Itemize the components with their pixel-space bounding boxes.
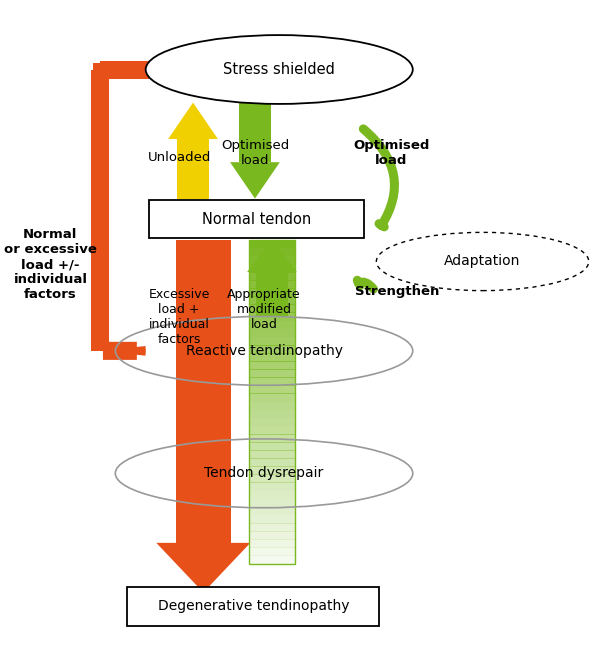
Bar <box>249 539 295 548</box>
Bar <box>249 377 295 386</box>
Bar <box>127 587 379 626</box>
Bar <box>177 139 209 199</box>
Polygon shape <box>168 103 218 139</box>
Bar <box>249 426 295 434</box>
Text: Unloaded: Unloaded <box>148 151 211 164</box>
Bar <box>249 280 295 289</box>
Polygon shape <box>230 162 280 199</box>
Bar <box>249 515 295 524</box>
Bar <box>249 506 295 516</box>
Bar <box>249 312 295 321</box>
Bar <box>249 345 295 354</box>
Bar <box>249 418 295 426</box>
Ellipse shape <box>376 232 589 291</box>
Text: Appropriate
modified
load: Appropriate modified load <box>227 288 301 331</box>
Bar <box>239 103 271 162</box>
Bar <box>249 361 295 370</box>
Text: Normal
or excessive
load +/-
individual
factors: Normal or excessive load +/- individual … <box>4 228 97 301</box>
Bar <box>249 240 295 564</box>
Bar <box>249 337 295 346</box>
Bar <box>249 555 295 564</box>
Bar <box>249 498 295 507</box>
Text: Stress shielded: Stress shielded <box>223 62 335 77</box>
Ellipse shape <box>146 35 413 104</box>
Text: Normal tendon: Normal tendon <box>202 212 311 226</box>
Bar <box>249 240 295 248</box>
Bar <box>249 483 295 491</box>
Bar <box>249 305 295 313</box>
Bar <box>249 264 295 273</box>
Bar <box>249 297 295 305</box>
Polygon shape <box>247 240 297 272</box>
Bar <box>249 523 295 532</box>
Bar <box>249 531 295 540</box>
Text: Reactive tendinopathy: Reactive tendinopathy <box>186 344 342 358</box>
Bar <box>176 240 231 543</box>
Text: Adaptation: Adaptation <box>444 254 521 269</box>
Bar <box>149 200 364 238</box>
Bar <box>249 393 295 402</box>
Bar <box>249 458 295 467</box>
Bar <box>249 256 295 265</box>
Bar <box>249 475 295 483</box>
Bar <box>249 434 295 443</box>
Text: Degenerative tendinopathy: Degenerative tendinopathy <box>158 599 349 614</box>
Text: Optimised
load: Optimised load <box>221 139 289 167</box>
Bar <box>249 547 295 556</box>
Bar <box>249 385 295 394</box>
Bar <box>249 320 295 329</box>
Bar <box>256 272 288 316</box>
Bar <box>249 450 295 459</box>
Bar <box>249 410 295 418</box>
Bar <box>249 491 295 499</box>
Bar <box>249 401 295 410</box>
Text: Excessive
load +
individual
factors: Excessive load + individual factors <box>148 288 210 346</box>
Text: Strengthen: Strengthen <box>355 285 440 298</box>
Bar <box>249 272 295 281</box>
Text: Tendon dysrepair: Tendon dysrepair <box>205 466 324 481</box>
Bar <box>249 442 295 451</box>
Bar <box>249 369 295 378</box>
Text: Optimised
load: Optimised load <box>353 139 430 167</box>
Bar <box>249 248 295 256</box>
Bar <box>249 288 295 297</box>
Bar <box>249 353 295 361</box>
Bar <box>249 328 295 338</box>
Bar <box>249 466 295 475</box>
Polygon shape <box>157 543 251 592</box>
